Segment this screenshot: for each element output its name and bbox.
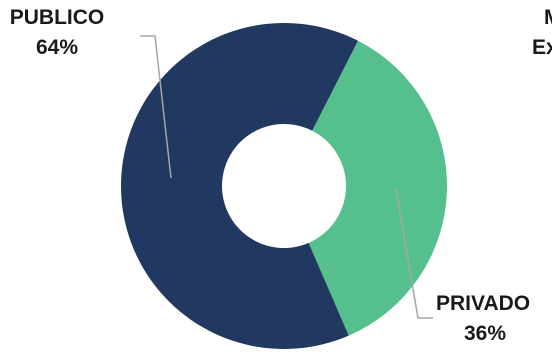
clipped-title-text: M Ex bbox=[510, 3, 552, 63]
slice-label-privado-value: 36% bbox=[464, 322, 507, 345]
slice-label-privado: PRIVADO 36% bbox=[436, 289, 552, 349]
slice-label-privado-name: PRIVADO bbox=[436, 292, 531, 315]
leader-line-publico bbox=[140, 35, 172, 179]
slice-label-publico-name: PUBLICO bbox=[9, 6, 105, 29]
leader-line-privado bbox=[395, 188, 433, 319]
clipped-text-line-2: Ex bbox=[532, 36, 552, 59]
slice-label-publico-value: 64% bbox=[35, 36, 79, 59]
slice-publico bbox=[120, 23, 359, 350]
slice-label-publico: PUBLICO 64% bbox=[2, 3, 112, 63]
slice-privado bbox=[308, 40, 447, 336]
clipped-text-line-1: M bbox=[510, 3, 552, 33]
